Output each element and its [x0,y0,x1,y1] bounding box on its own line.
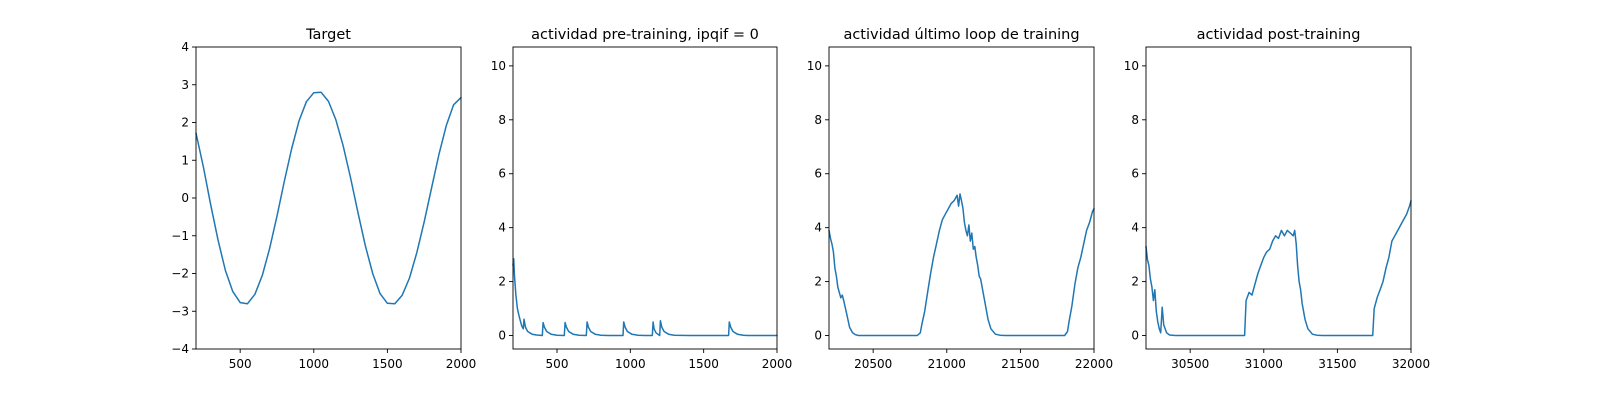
chart-2-y-tick-label: 4 [498,221,506,235]
chart-4-x-tick-label: 31000 [1245,357,1283,371]
chart-3-y-tick-label: 0 [814,329,822,343]
chart-2-y-tick-label: 8 [498,113,506,127]
chart-1-y-tick-label: 0 [181,191,189,205]
chart-1-y-tick-label: 4 [181,40,189,54]
chart-4-y-tick-label: 10 [1124,59,1139,73]
chart-1-y-tick-label: −1 [171,229,189,243]
chart-1-x-tick-label: 2000 [446,357,477,371]
chart-1-y-tick-label: 2 [181,116,189,130]
chart-4-y-tick-label: 8 [1131,113,1139,127]
chart-2-x-tick-label: 1000 [615,357,646,371]
chart-2-title: actividad pre-training, ipqif = 0 [531,27,759,43]
chart-4-x-tick-label: 30500 [1171,357,1209,371]
chart-2-y-tick-label: 10 [491,59,506,73]
chart-2-series-line [512,257,778,337]
chart-2-x-tick-label: 1500 [688,357,719,371]
chart-1-y-tick-label: −2 [171,267,189,281]
chart-1-series-line [195,91,462,305]
chart-1-x-tick-label: 1000 [299,357,330,371]
chart-4-title: actividad post-training [1197,27,1361,43]
chart-4-series-line [1145,199,1412,337]
chart-1-y-tick-label: −3 [171,304,189,318]
chart-2-axes-frame [512,46,778,350]
chart-3-title: actividad último loop de training [843,27,1079,43]
chart-4-x-tick-label: 32000 [1392,357,1430,371]
chart-1-x-tick-label: 1500 [372,357,403,371]
chart-3-x-tick-label: 21000 [928,357,966,371]
chart-4-y-tick-label: 6 [1131,167,1139,181]
chart-3-x-tick-label: 22000 [1075,357,1113,371]
chart-3-y-tick-label: 4 [814,221,822,235]
chart-1-title: Target [305,27,351,43]
chart-2-y-tick-label: 2 [498,275,506,289]
chart-1-y-tick-label: 3 [181,78,189,92]
chart-3-x-tick-label: 21500 [1001,357,1039,371]
chart-4-y-tick-label: 4 [1131,221,1139,235]
chart-3-series-line [828,193,1095,337]
chart-3-axes-frame [828,46,1095,350]
chart-4-x-tick-label: 31500 [1318,357,1356,371]
chart-4-y-tick-label: 2 [1131,275,1139,289]
chart-2-y-tick-label: 0 [498,329,506,343]
chart-1-axes-frame [195,46,462,350]
chart-2-x-tick-label: 500 [546,357,569,371]
chart-3-y-tick-label: 10 [807,59,822,73]
chart-3-y-tick-label: 6 [814,167,822,181]
chart-2-x-tick-label: 2000 [762,357,793,371]
chart-3-y-tick-label: 8 [814,113,822,127]
chart-1-x-tick-label: 500 [229,357,252,371]
chart-3-x-tick-label: 20500 [854,357,892,371]
chart-2-y-tick-label: 6 [498,167,506,181]
chart-3-y-tick-label: 2 [814,275,822,289]
chart-4-y-tick-label: 0 [1131,329,1139,343]
chart-1-y-tick-label: −4 [171,342,189,356]
chart-1-y-tick-label: 1 [181,153,189,167]
chart-4-axes-frame [1145,46,1412,350]
